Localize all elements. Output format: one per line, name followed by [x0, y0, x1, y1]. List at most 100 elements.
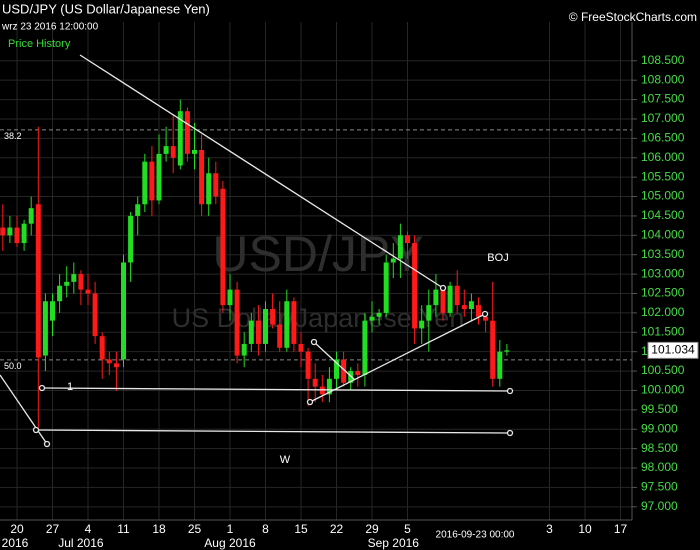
x-tick-label: 22	[330, 522, 344, 536]
y-tick-label: 101.500	[641, 324, 685, 338]
candle-body	[483, 316, 489, 321]
candle-body	[71, 274, 77, 282]
candle-body	[14, 227, 20, 244]
candle-body	[298, 343, 304, 352]
candle-body	[383, 262, 389, 313]
candle-body	[277, 324, 283, 348]
candle-body	[113, 363, 119, 368]
candle-body	[57, 285, 63, 302]
candle-body	[248, 320, 254, 344]
candle-body	[149, 161, 155, 201]
candle-body	[7, 227, 13, 236]
trend-line	[309, 313, 486, 403]
annotation: 1	[67, 381, 73, 393]
horizontal-line	[41, 387, 511, 392]
candle-body	[447, 285, 453, 313]
month-label: Aug 2016	[204, 536, 256, 550]
candle-body	[326, 378, 332, 395]
trend-line	[0, 374, 48, 445]
x-tick-label: 15	[294, 522, 308, 536]
fib-label: 50.0	[4, 361, 22, 371]
candle-body	[156, 153, 162, 201]
grid	[0, 22, 632, 520]
horizontal-line	[35, 429, 511, 434]
panel-label: Price History	[8, 38, 71, 50]
candle-body	[35, 204, 41, 358]
y-tick-label: 99.500	[641, 402, 678, 416]
y-tick-label: 103.500	[641, 247, 685, 261]
candle-body	[0, 227, 6, 236]
x-tick-label: 25	[188, 522, 202, 536]
x-tick-label: 3	[546, 522, 553, 536]
candle-body	[128, 215, 134, 263]
month-label: Jul 2016	[58, 536, 104, 550]
candle-body	[461, 305, 467, 310]
month-label: 2016	[2, 536, 29, 550]
candle-body	[334, 359, 339, 379]
candle-body	[78, 274, 84, 290]
candle-body	[312, 378, 318, 387]
y-tick-label: 104.500	[641, 208, 685, 222]
candle-body	[184, 111, 190, 154]
candle-body	[241, 343, 247, 356]
candle-body	[92, 293, 98, 337]
handle	[439, 284, 447, 292]
handle	[32, 426, 40, 434]
y-tick-label: 105.000	[641, 189, 685, 203]
x-tick-label: 27	[46, 522, 60, 536]
candle-body	[234, 289, 240, 356]
cursor-label: 2016-09-23 00:00	[436, 530, 515, 541]
candle-body	[170, 146, 176, 158]
candle-body	[405, 235, 410, 244]
candle-body	[433, 289, 439, 306]
annotation: BOJ	[487, 252, 508, 264]
handle	[506, 387, 514, 395]
candle-body	[341, 359, 347, 383]
x-tick-label: 8	[262, 522, 269, 536]
annotation: W	[280, 454, 291, 466]
candle-body	[50, 301, 55, 321]
candle-body	[397, 235, 403, 259]
candle-body	[206, 173, 212, 205]
candle-body	[142, 161, 148, 205]
trend-line	[313, 341, 356, 381]
handle	[38, 384, 46, 392]
drawings	[0, 54, 514, 448]
candle-body	[319, 386, 325, 395]
y-tick-label: 97.500	[641, 480, 678, 494]
candle-body	[468, 301, 474, 310]
candle-body	[135, 204, 141, 216]
x-tick-label: 1	[227, 522, 234, 536]
candle-body	[284, 301, 290, 348]
chart-subtitle: wrz 23 2016 12:00:00	[1, 22, 99, 33]
handle	[43, 440, 51, 448]
x-tick-label: 10	[578, 522, 592, 536]
y-tick-label: 98.500	[641, 441, 678, 455]
candle-body	[291, 301, 297, 344]
candle-body	[192, 149, 197, 154]
handle	[481, 310, 489, 318]
candle-body	[21, 223, 27, 244]
handle	[506, 429, 514, 437]
candle-body	[220, 188, 226, 306]
plot	[0, 99, 510, 430]
handle	[310, 338, 318, 346]
y-tick-label: 102.000	[641, 305, 685, 319]
candle-body	[376, 312, 382, 317]
price-tag	[647, 341, 699, 359]
x-tick-label: 17	[614, 522, 628, 536]
y-tick-label: 107.500	[641, 92, 685, 106]
candle-body	[305, 351, 311, 379]
candle-body	[199, 149, 205, 205]
candle-body	[85, 289, 91, 294]
candle-body	[163, 146, 169, 154]
y-tick-label: 108.000	[641, 72, 685, 86]
candle-body	[497, 351, 503, 379]
x-tick-label: 18	[152, 522, 166, 536]
y-tick-label: 106.000	[641, 150, 685, 164]
candle-body	[490, 320, 496, 379]
candle-body	[504, 350, 510, 352]
candle-body	[355, 371, 361, 375]
